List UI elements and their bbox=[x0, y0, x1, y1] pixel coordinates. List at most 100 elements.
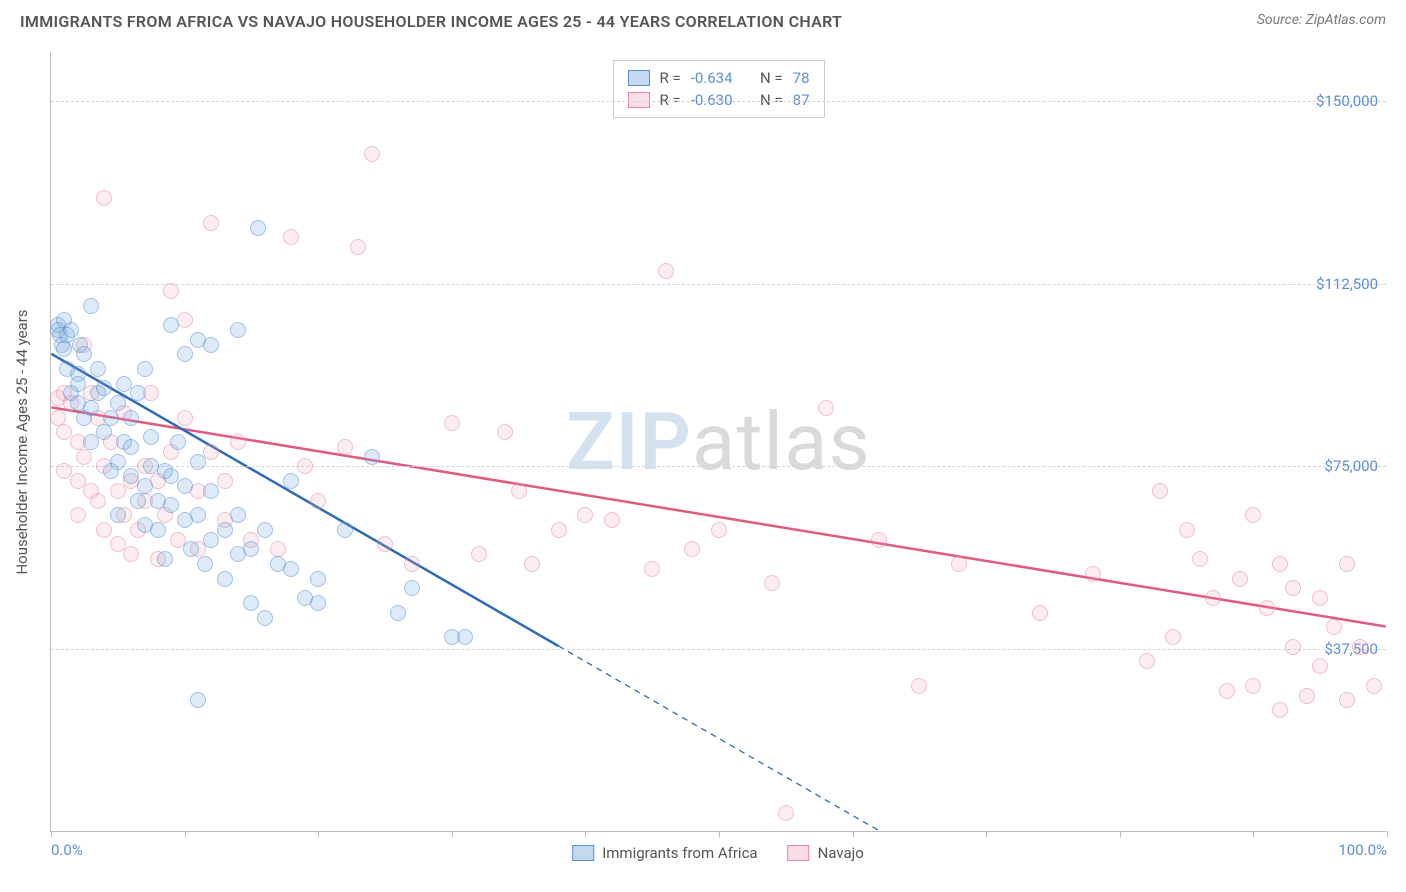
point-pink bbox=[1339, 556, 1355, 572]
point-blue bbox=[190, 692, 206, 708]
x-tick bbox=[1387, 831, 1388, 837]
point-pink bbox=[1352, 639, 1368, 655]
point-pink bbox=[1245, 507, 1261, 523]
x-tick bbox=[452, 831, 453, 837]
point-pink bbox=[911, 678, 927, 694]
point-blue bbox=[243, 541, 259, 557]
n-value-blue: 78 bbox=[793, 69, 810, 87]
point-blue bbox=[70, 376, 86, 392]
x-tick bbox=[1120, 831, 1121, 837]
point-pink bbox=[1232, 571, 1248, 587]
point-pink bbox=[497, 424, 513, 440]
point-blue bbox=[203, 483, 219, 499]
x-tick-label: 100.0% bbox=[1338, 841, 1387, 859]
point-blue bbox=[243, 595, 259, 611]
point-pink bbox=[658, 263, 674, 279]
point-pink bbox=[123, 546, 139, 562]
point-blue bbox=[257, 522, 273, 538]
point-pink bbox=[604, 512, 620, 528]
point-blue bbox=[217, 571, 233, 587]
point-pink bbox=[1312, 658, 1328, 674]
point-pink bbox=[1245, 678, 1261, 694]
scatter-plot: ZIPatlas R = -0.634 N = 78 R = -0.630 N … bbox=[50, 52, 1386, 832]
x-tick bbox=[51, 831, 52, 837]
y-tick-label: $112,500 bbox=[1316, 275, 1378, 293]
point-pink bbox=[711, 522, 727, 538]
regression-line bbox=[51, 407, 1385, 626]
point-pink bbox=[871, 532, 887, 548]
y-tick-label: $37,500 bbox=[1324, 640, 1378, 658]
gridline-h bbox=[51, 466, 1386, 467]
point-pink bbox=[364, 146, 380, 162]
x-tick bbox=[1253, 831, 1254, 837]
r-value-blue: -0.634 bbox=[691, 69, 733, 87]
source-citation: Source: ZipAtlas.com bbox=[1257, 12, 1386, 28]
point-pink bbox=[684, 541, 700, 557]
point-blue bbox=[197, 556, 213, 572]
point-pink bbox=[444, 415, 460, 431]
gridline-h bbox=[51, 101, 1386, 102]
n-label: N = bbox=[760, 69, 783, 87]
point-blue bbox=[163, 317, 179, 333]
point-blue bbox=[137, 361, 153, 377]
point-pink bbox=[163, 283, 179, 299]
series-legend: Immigrants from Africa Navajo bbox=[572, 844, 864, 862]
point-blue bbox=[130, 385, 146, 401]
point-blue bbox=[283, 561, 299, 577]
point-pink bbox=[297, 458, 313, 474]
point-blue bbox=[163, 497, 179, 513]
point-blue bbox=[83, 400, 99, 416]
point-pink bbox=[270, 541, 286, 557]
point-pink bbox=[1179, 522, 1195, 538]
point-blue bbox=[103, 410, 119, 426]
regression-lines bbox=[51, 52, 1386, 831]
legend-label-blue: Immigrants from Africa bbox=[602, 844, 757, 862]
point-blue bbox=[203, 337, 219, 353]
point-blue bbox=[230, 507, 246, 523]
point-pink bbox=[337, 439, 353, 455]
point-pink bbox=[511, 483, 527, 499]
point-pink bbox=[1326, 619, 1342, 635]
point-blue bbox=[130, 493, 146, 509]
gridline-h bbox=[51, 284, 1386, 285]
legend-item-blue: Immigrants from Africa bbox=[572, 844, 757, 862]
point-blue bbox=[76, 346, 92, 362]
point-pink bbox=[203, 215, 219, 231]
x-tick bbox=[853, 831, 854, 837]
point-pink bbox=[644, 561, 660, 577]
point-pink bbox=[177, 410, 193, 426]
watermark-big: ZIP bbox=[566, 395, 692, 489]
legend-row-blue: R = -0.634 N = 78 bbox=[627, 67, 809, 89]
point-blue bbox=[183, 541, 199, 557]
point-pink bbox=[1032, 605, 1048, 621]
point-pink bbox=[377, 536, 393, 552]
legend-swatch-blue bbox=[627, 70, 649, 86]
point-blue bbox=[404, 580, 420, 596]
point-blue bbox=[337, 522, 353, 538]
point-pink bbox=[1259, 600, 1275, 616]
regression-line bbox=[558, 646, 878, 831]
point-pink bbox=[90, 493, 106, 509]
point-pink bbox=[1366, 678, 1382, 694]
point-pink bbox=[1085, 566, 1101, 582]
point-blue bbox=[63, 322, 79, 338]
correlation-legend: R = -0.634 N = 78 R = -0.630 N = 87 bbox=[612, 60, 824, 118]
point-blue bbox=[364, 449, 380, 465]
point-blue bbox=[283, 473, 299, 489]
point-blue bbox=[110, 454, 126, 470]
x-tick-label: 0.0% bbox=[51, 841, 83, 859]
point-blue bbox=[157, 551, 173, 567]
point-blue bbox=[56, 341, 72, 357]
point-pink bbox=[764, 575, 780, 591]
point-blue bbox=[150, 522, 166, 538]
point-pink bbox=[1299, 688, 1315, 704]
header: IMMIGRANTS FROM AFRICA VS NAVAJO HOUSEHO… bbox=[0, 0, 1406, 35]
y-tick-label: $150,000 bbox=[1316, 92, 1378, 110]
point-pink bbox=[1272, 702, 1288, 718]
legend-swatch-blue-icon bbox=[572, 845, 594, 861]
x-tick bbox=[585, 831, 586, 837]
point-pink bbox=[283, 229, 299, 245]
point-pink bbox=[1219, 683, 1235, 699]
point-pink bbox=[50, 410, 66, 426]
gridline-h bbox=[51, 649, 1386, 650]
